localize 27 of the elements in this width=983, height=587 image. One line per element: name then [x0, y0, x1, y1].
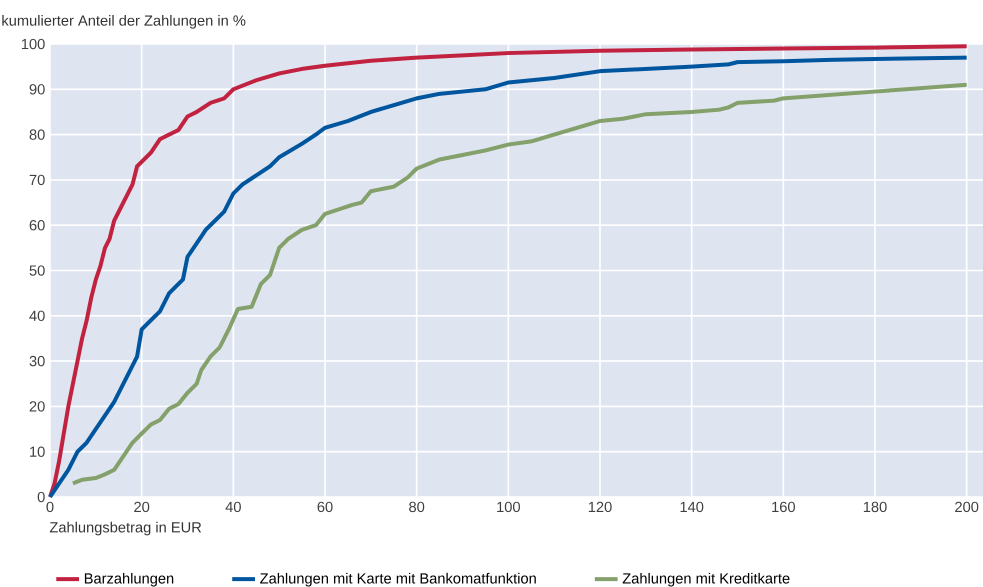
y-tick-label: 40 — [29, 310, 45, 321]
y-tick-label: 50 — [30, 265, 45, 276]
x-tick-label: 40 — [226, 502, 241, 512]
x-tick-label: 200 — [955, 502, 978, 512]
y-tick-label: 70 — [30, 174, 45, 186]
x-tick-label: 60 — [318, 502, 333, 512]
y-tick-label: 0 — [38, 492, 45, 502]
legend-label: Zahlungen mit Kreditkarte — [622, 572, 790, 586]
y-tick-label: 100 — [22, 38, 45, 50]
x-axis-title: Zahlungsbetrag in EUR — [50, 522, 202, 536]
y-tick-label: 20 — [30, 401, 45, 412]
x-tick-label: 120 — [588, 502, 612, 512]
y-tick-label: 10 — [30, 446, 45, 457]
legend-label: Zahlungen mit Karte mit Bankomatfunktion — [260, 572, 536, 586]
legend-label: Barzahlungen — [84, 572, 174, 586]
y-axis-title: kumulierter Anteil der Zahlungen in % — [2, 14, 246, 29]
y-tick-label: 80 — [30, 129, 45, 140]
x-tick-label: 180 — [864, 502, 887, 512]
y-tick-label: 30 — [30, 356, 45, 366]
y-tick-label: 60 — [30, 220, 45, 230]
x-tick-label: 100 — [497, 502, 520, 512]
x-tick-label: 80 — [409, 502, 424, 512]
x-tick-label: 20 — [134, 502, 150, 512]
x-tick-label: 0 — [46, 502, 54, 512]
y-tick-label: 90 — [30, 84, 45, 94]
x-tick-label: 160 — [772, 502, 795, 512]
x-tick-label: 140 — [680, 502, 704, 512]
